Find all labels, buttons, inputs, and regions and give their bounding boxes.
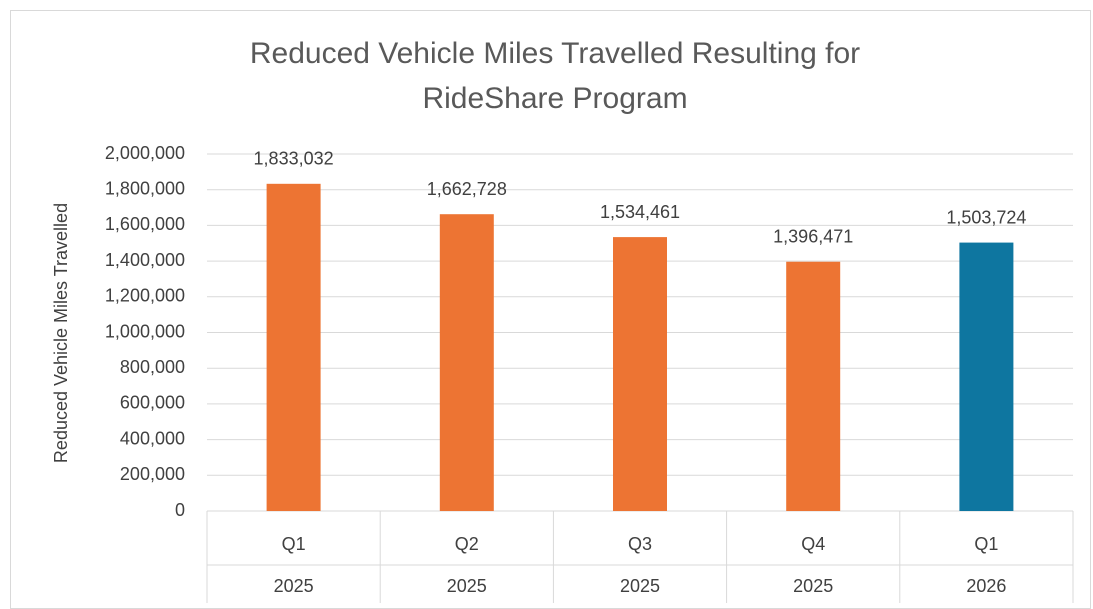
data-label: 1,534,461: [600, 202, 680, 222]
bar: [959, 242, 1014, 511]
data-label: 1,662,728: [427, 179, 507, 199]
y-tick-label: 200,000: [120, 464, 185, 484]
y-tick-label: 0: [175, 500, 185, 520]
x-tick-label: Q3: [628, 534, 652, 554]
x-tick-label: Q1: [282, 534, 306, 554]
data-label: 1,396,471: [773, 226, 853, 246]
x-group-label: 2025: [447, 576, 487, 596]
x-tick-label: Q2: [455, 534, 479, 554]
x-tick-label: Q4: [801, 534, 825, 554]
chart-title: Reduced Vehicle Miles Travelled Resultin…: [250, 37, 860, 70]
y-tick-label: 400,000: [120, 428, 185, 448]
x-group-label: 2025: [793, 576, 833, 596]
y-tick-label: 1,800,000: [105, 178, 185, 198]
x-tick-label: Q1: [974, 534, 998, 554]
x-group-label: 2026: [966, 576, 1006, 596]
y-tick-label: 2,000,000: [105, 143, 185, 163]
bar: [439, 214, 494, 511]
y-tick-label: 600,000: [120, 393, 185, 413]
y-tick-label: 1,600,000: [105, 214, 185, 234]
y-tick-label: 1,400,000: [105, 250, 185, 270]
y-tick-label: 1,000,000: [105, 321, 185, 341]
bar: [786, 261, 841, 511]
data-label: 1,503,724: [946, 207, 1026, 227]
x-group-label: 2025: [274, 576, 314, 596]
chart-title: RideShare Program: [422, 82, 687, 115]
x-group-label: 2025: [620, 576, 660, 596]
bar: [266, 183, 321, 512]
data-label: 1,833,032: [254, 149, 334, 169]
y-tick-label: 1,200,000: [105, 286, 185, 306]
y-axis-label: Reduced Vehicle Miles Travelled: [51, 203, 71, 463]
bar: [613, 237, 667, 512]
y-tick-label: 800,000: [120, 357, 185, 377]
chart-border: [10, 10, 1091, 609]
